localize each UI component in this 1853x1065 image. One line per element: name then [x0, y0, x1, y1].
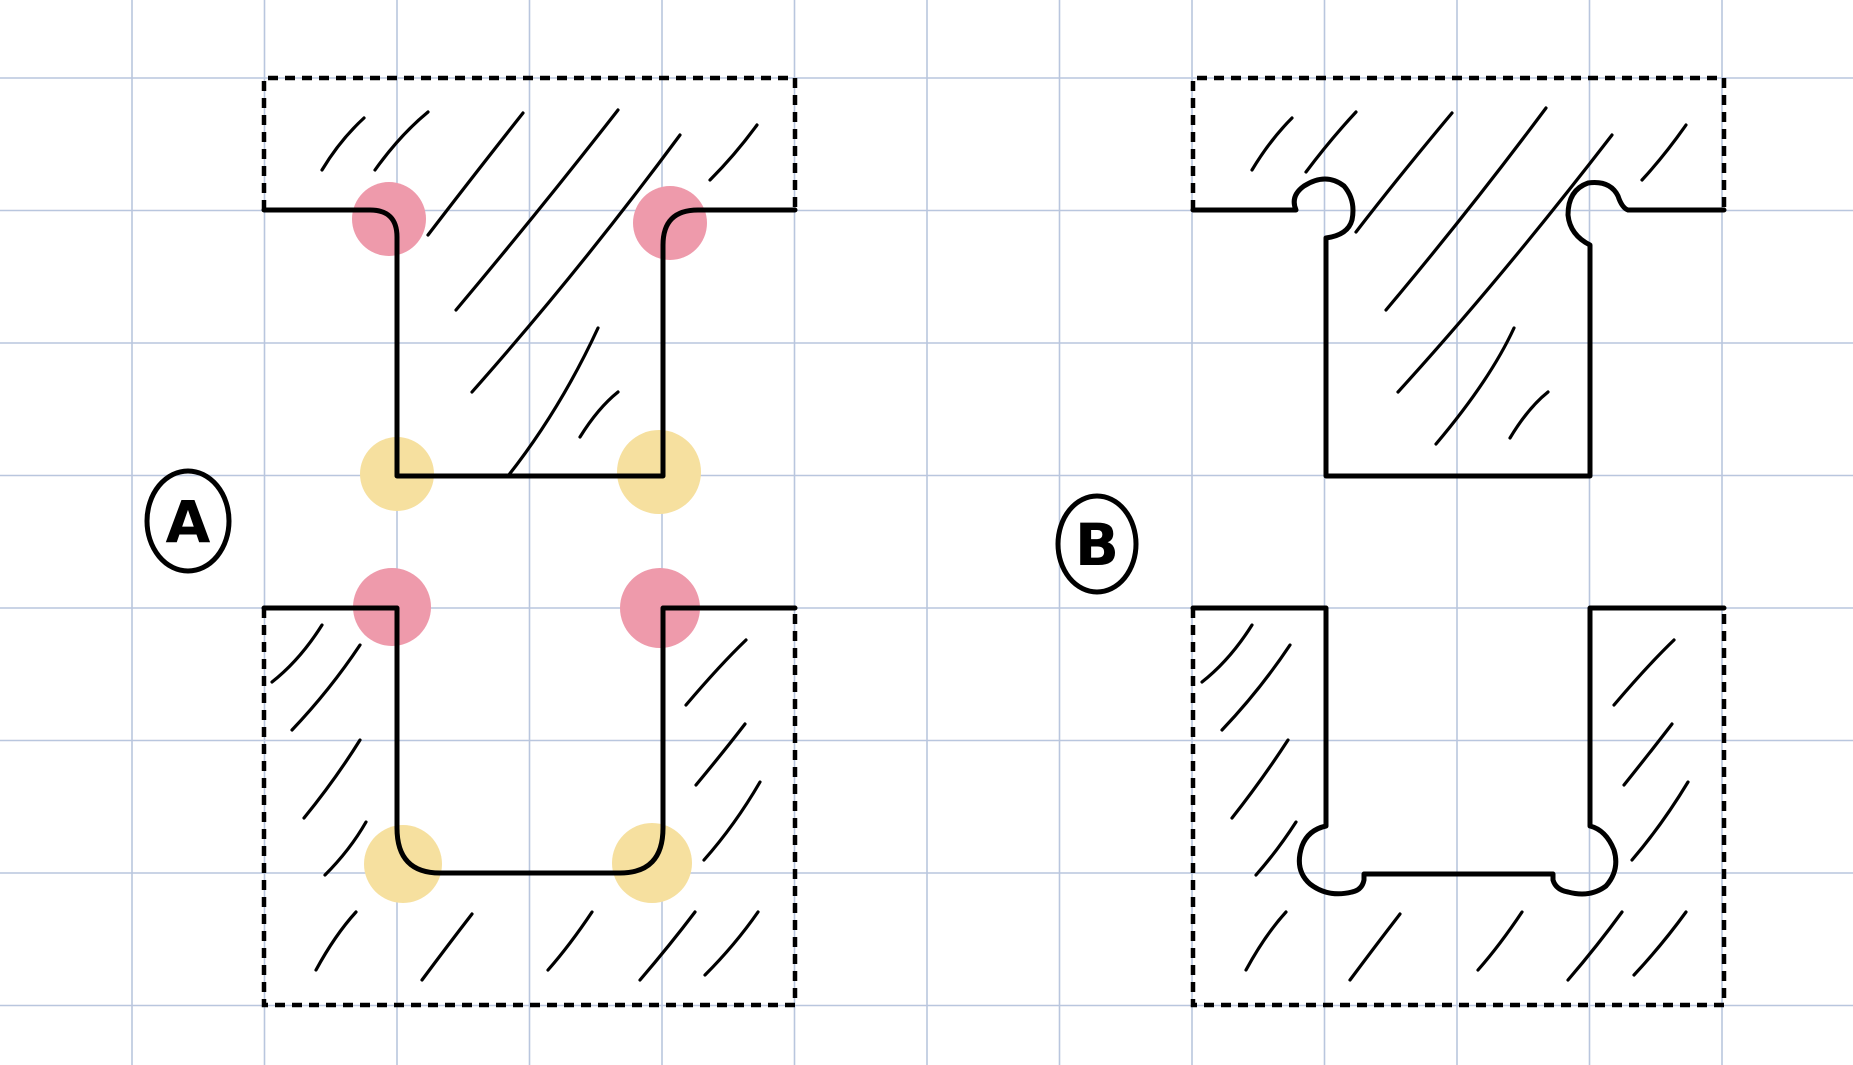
hatching — [1250, 106, 1688, 446]
top-part-a — [261, 75, 798, 479]
panel-b: B — [1055, 75, 1727, 1008]
panel-a: A — [144, 75, 798, 1008]
label-ring — [144, 468, 232, 574]
tool-outline — [261, 207, 798, 479]
cavity-outline-dogbone — [1190, 605, 1727, 897]
bottom-part-b — [1190, 605, 1727, 1008]
panel-a-label-text: A — [166, 488, 211, 556]
dashed-boundary — [1190, 75, 1727, 210]
bottom-part-a — [261, 605, 798, 1008]
top-part-b — [1190, 75, 1727, 479]
inside-corner-highlight — [364, 825, 442, 903]
panel-b-label: B — [1055, 493, 1139, 595]
inside-corner-highlight — [617, 430, 701, 514]
dashed-boundary — [1190, 608, 1727, 1008]
panel-a-label: A — [144, 468, 232, 574]
dashed-boundary — [261, 75, 798, 210]
label-ring — [1055, 493, 1139, 595]
outside-corner-highlight — [620, 568, 700, 648]
panel-b-label-text: B — [1075, 511, 1119, 579]
dashed-boundary — [261, 608, 798, 1008]
tool-outline-dogbone — [1190, 176, 1727, 479]
hatching — [320, 108, 759, 478]
hatching — [270, 623, 762, 982]
hatching — [1200, 623, 1690, 982]
cavity-outline — [261, 605, 798, 876]
